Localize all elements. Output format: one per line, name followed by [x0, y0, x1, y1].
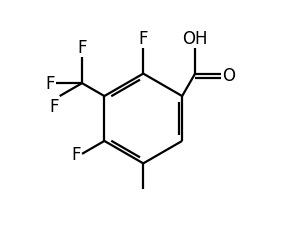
Text: F: F [46, 75, 55, 93]
Text: O: O [222, 67, 235, 85]
Text: F: F [77, 39, 87, 57]
Text: F: F [71, 145, 81, 163]
Text: F: F [139, 30, 148, 47]
Text: OH: OH [182, 30, 208, 48]
Text: F: F [49, 98, 58, 116]
